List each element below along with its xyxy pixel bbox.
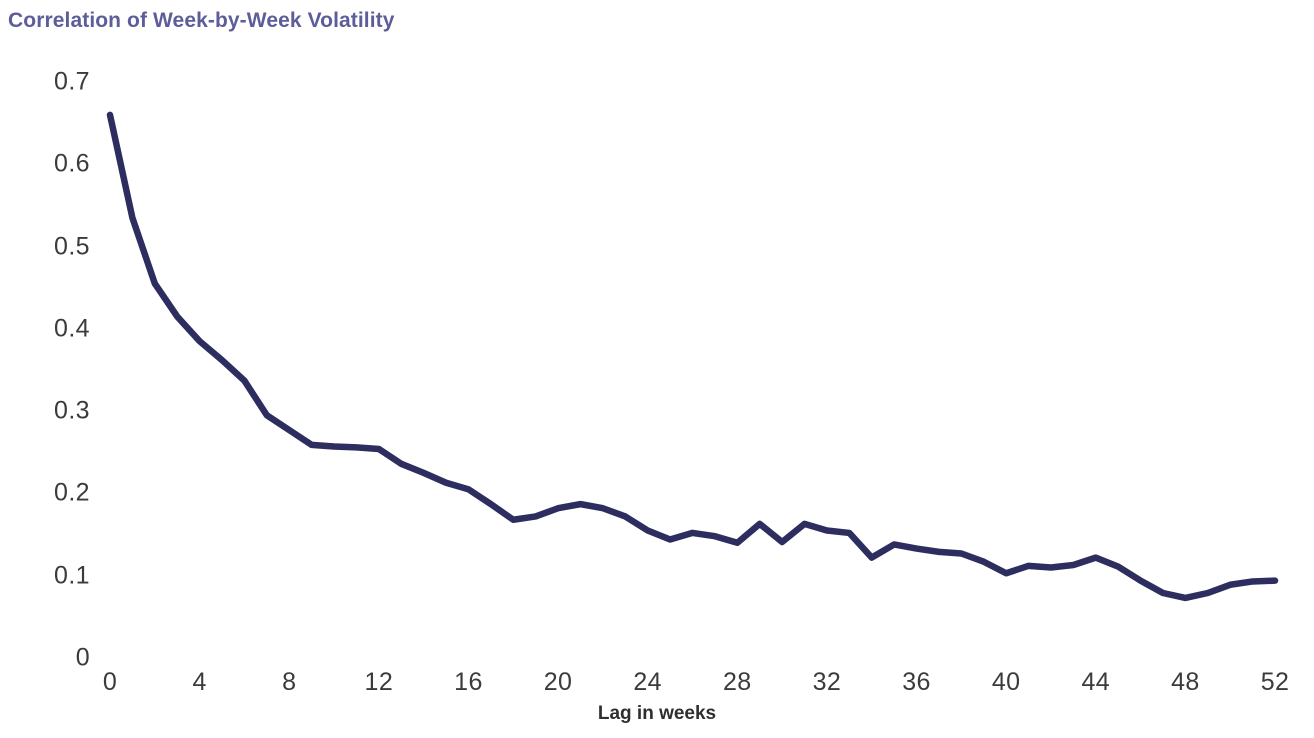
x-tick-label: 32	[812, 668, 842, 696]
x-tick-label: 4	[192, 668, 207, 696]
x-tick-label: 12	[364, 668, 394, 696]
y-tick-label: 0.5	[54, 232, 90, 261]
correlation-line	[106, 111, 1279, 602]
y-tick-label: 0.2	[54, 478, 90, 507]
y-tick-label: 0.6	[54, 149, 90, 178]
chart-title: Correlation of Week-by-Week Volatility	[8, 9, 395, 32]
x-tick-label: 52	[1260, 668, 1290, 696]
x-axis-title: Lag in weeks	[597, 703, 717, 724]
x-tick-label: 28	[722, 668, 752, 696]
x-tick-label: 20	[543, 668, 573, 696]
x-tick-label: 16	[454, 668, 483, 696]
y-tick-label: 0.7	[54, 67, 90, 96]
x-tick-label: 40	[991, 668, 1021, 696]
x-tick-label: 48	[1171, 668, 1200, 696]
x-tick-label: 44	[1081, 668, 1111, 696]
y-tick-label: 0.1	[54, 561, 90, 590]
y-tick-label: 0.3	[54, 396, 90, 425]
x-tick-label: 36	[902, 668, 931, 696]
x-tick-label: 24	[633, 668, 662, 696]
y-tick-label: 0.4	[54, 314, 90, 343]
y-tick-label: 0	[75, 643, 90, 672]
x-tick-label: 8	[282, 668, 297, 696]
x-tick-label: 0	[102, 668, 118, 696]
